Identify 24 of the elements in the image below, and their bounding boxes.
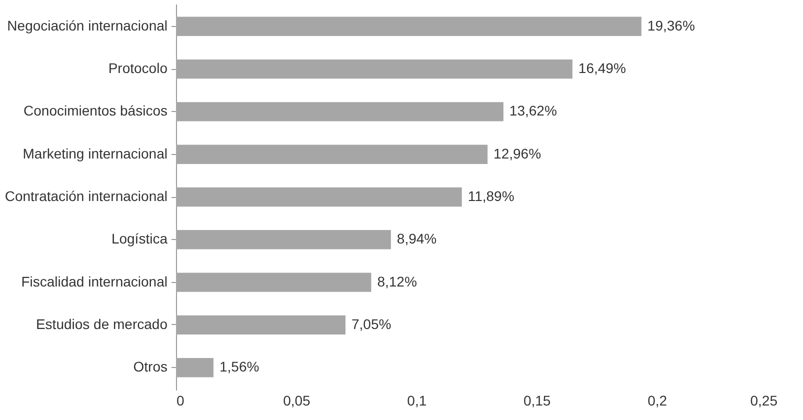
data-label: 11,89% bbox=[468, 188, 514, 204]
x-tick-label: 0,25 bbox=[750, 392, 778, 408]
data-label: 19,36% bbox=[647, 17, 695, 34]
y-tick-label: Otros bbox=[133, 358, 168, 375]
x-tick-label: 0,1 bbox=[407, 392, 427, 408]
x-tick-label: 0 bbox=[176, 392, 184, 408]
data-label: 1,56% bbox=[220, 358, 260, 375]
data-label: 13,62% bbox=[509, 102, 557, 119]
y-tick-label: Negociación internacional bbox=[7, 17, 168, 34]
y-tick-label: Conocimientos básicos bbox=[24, 102, 168, 119]
x-tick-label: 0,05 bbox=[283, 392, 311, 408]
data-label: 7,05% bbox=[351, 316, 392, 332]
data-label: 16,49% bbox=[578, 60, 626, 76]
data-label: 8,12% bbox=[377, 273, 417, 290]
x-tick-label: 0,2 bbox=[648, 392, 668, 408]
data-label: 12,96% bbox=[494, 145, 542, 162]
y-tick-label: Logística bbox=[111, 230, 168, 247]
y-tick-label: Fiscalidad internacional bbox=[21, 273, 168, 290]
x-tick-label: 0,15 bbox=[523, 392, 551, 408]
y-tick-label: Contratación internacional bbox=[4, 188, 168, 204]
y-tick-label: Marketing internacional bbox=[22, 145, 168, 162]
y-tick-label: Estudios de mercado bbox=[36, 316, 168, 332]
data-label: 8,94% bbox=[396, 230, 437, 247]
y-tick-label: Protocolo bbox=[108, 60, 168, 76]
